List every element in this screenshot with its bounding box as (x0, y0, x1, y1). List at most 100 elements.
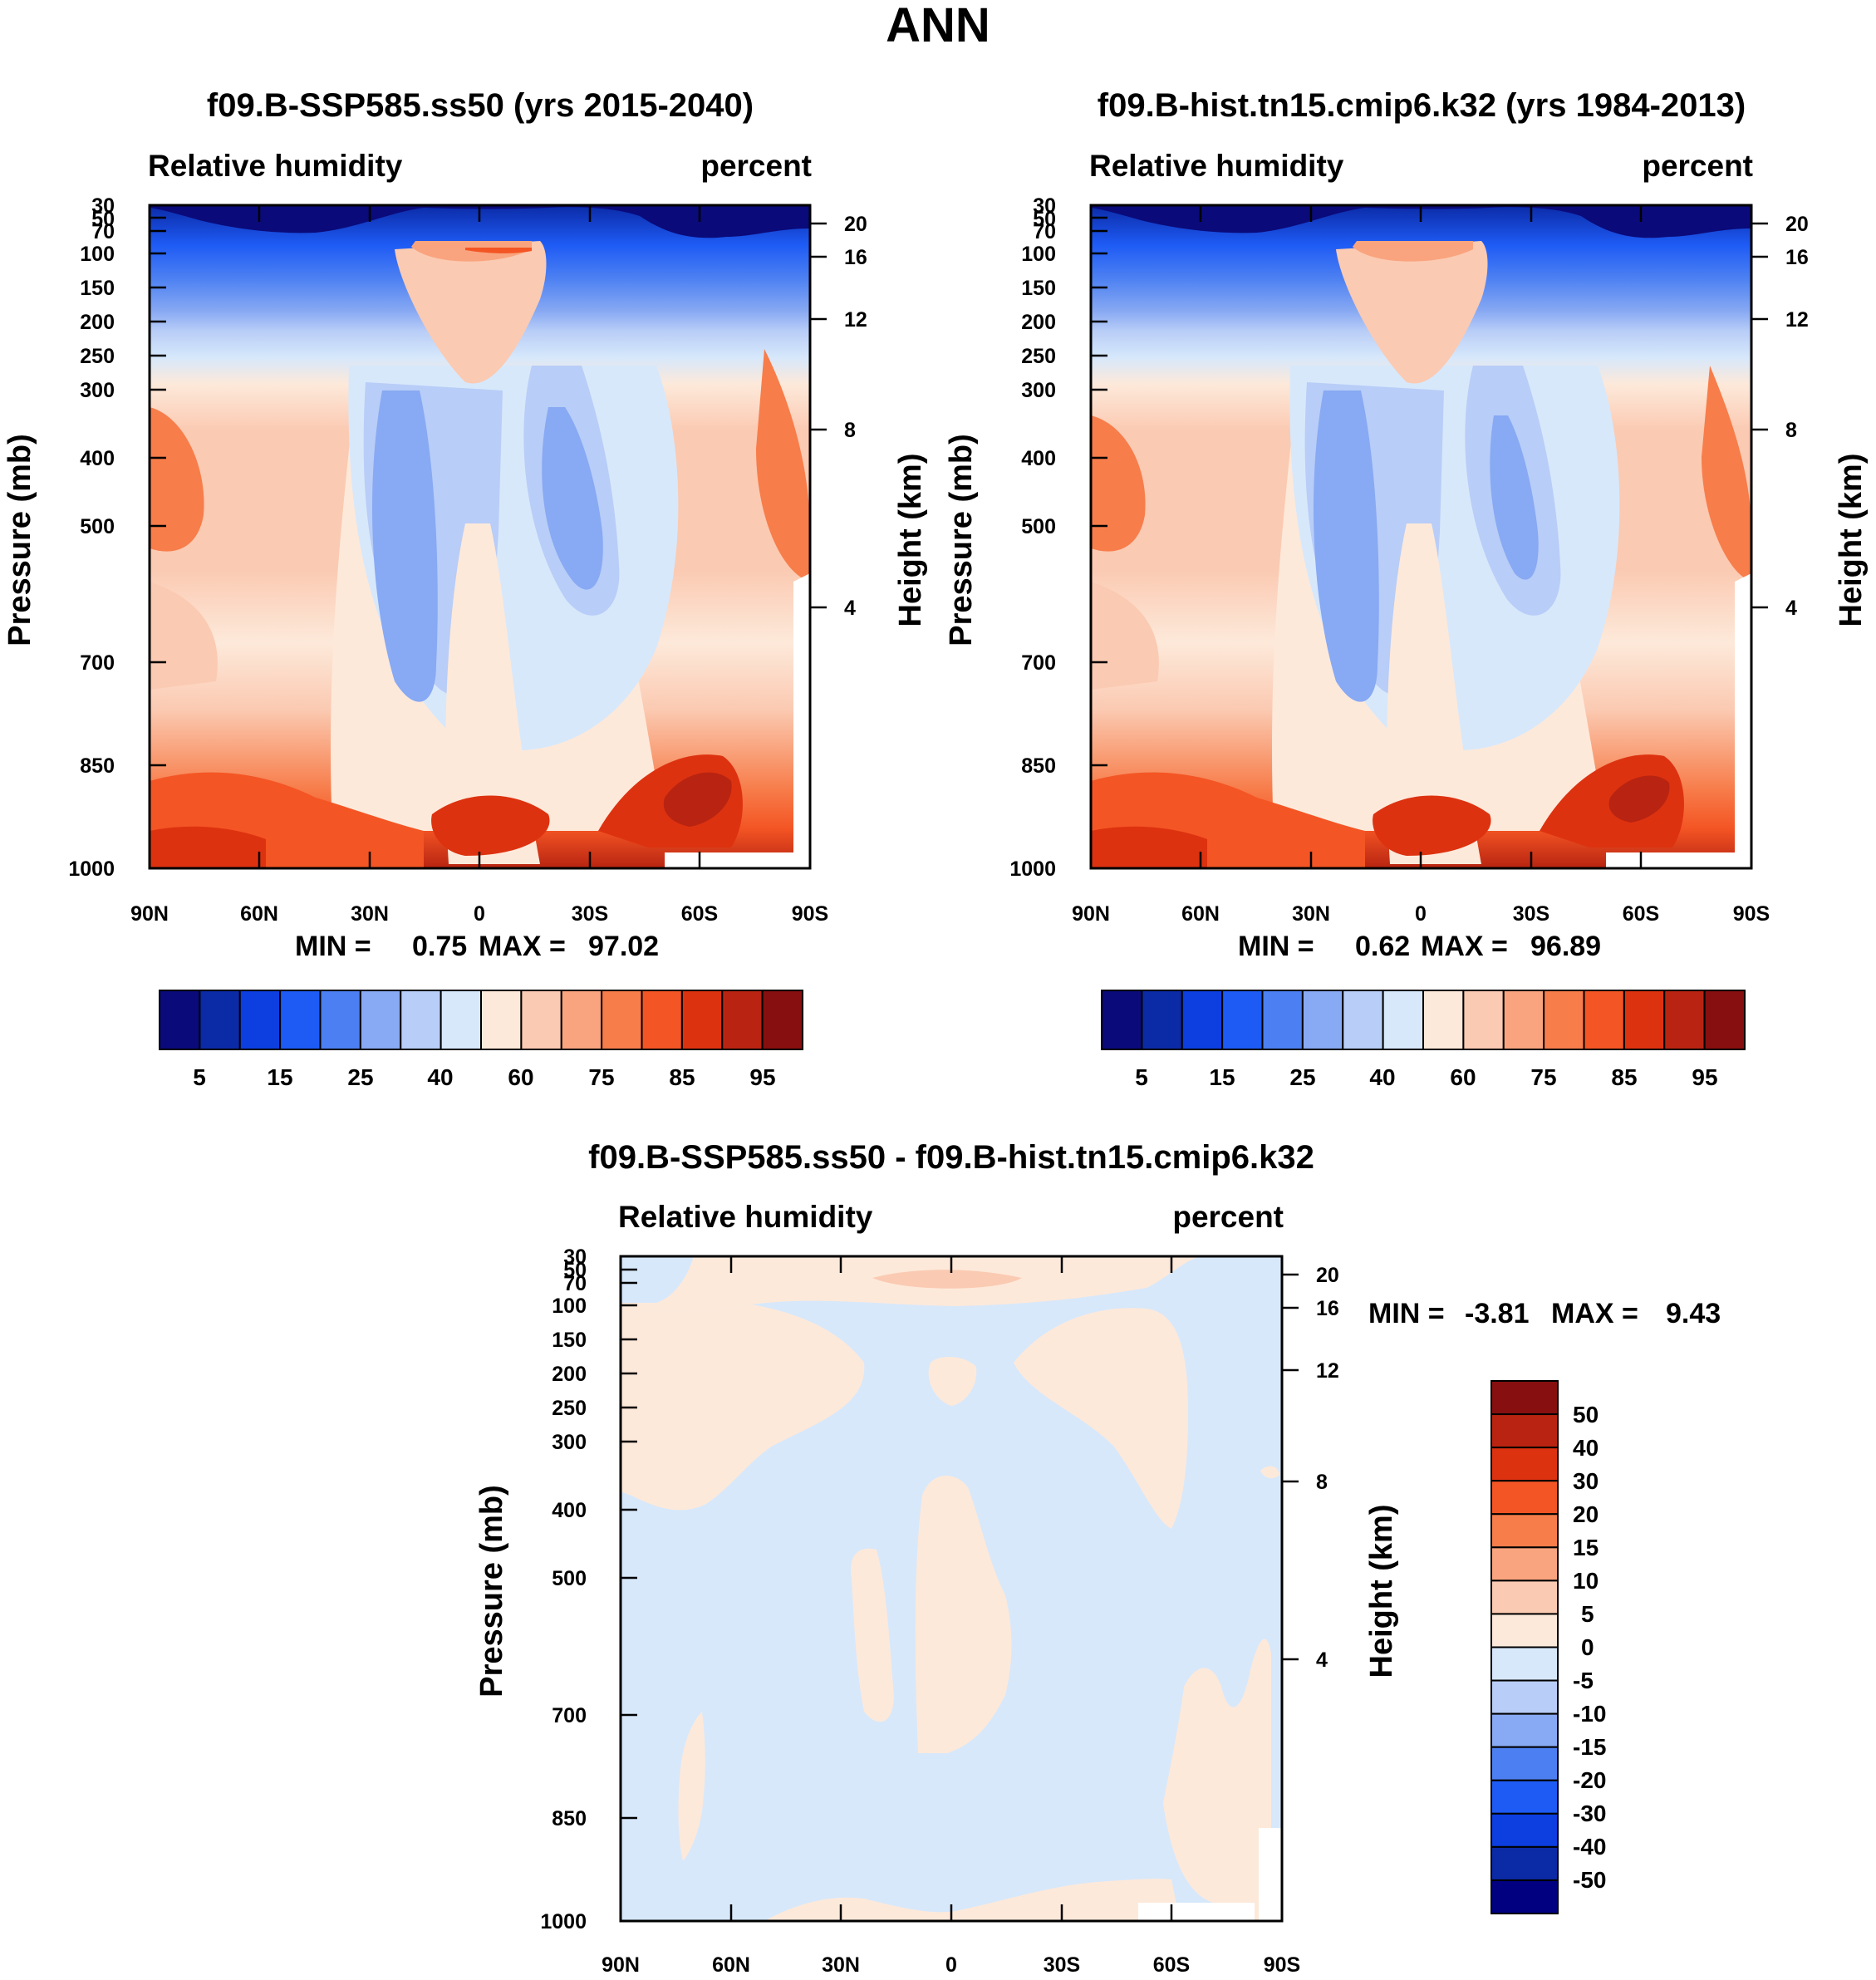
y-tick-labels: 30 50 70 100 150 200 250 300 400 500 700… (68, 194, 115, 881)
colorbar-label: -15 (1573, 1734, 1606, 1760)
colorbar-swatch (238, 990, 282, 1050)
colorbar-swatch (1462, 990, 1505, 1050)
colorbar-swatch (159, 990, 201, 1050)
y-axis-label: Pressure (mb) (944, 434, 979, 646)
y-tick-label: 300 (1021, 379, 1056, 402)
y-tick-label: 1000 (1009, 857, 1056, 881)
x-tick-label: 60S (1153, 1953, 1190, 1977)
height-tick-label: 12 (1316, 1359, 1339, 1383)
colorbar-swatch (761, 990, 803, 1050)
x-tick-label: 90S (1733, 902, 1770, 926)
colorbar-label: -10 (1573, 1701, 1606, 1727)
y-tick-label: 150 (1021, 277, 1056, 300)
y-tick-label: 850 (1021, 754, 1056, 778)
panel-title: f09.B-hist.tn15.cmip6.k32 (yrs 1984-2013… (1098, 87, 1746, 124)
units-label: percent (700, 149, 812, 183)
height-tick-label: 4 (844, 597, 856, 620)
y-tick-label: 1000 (540, 1910, 587, 1933)
height-tick-label: 8 (844, 419, 856, 442)
y-axis-label: Pressure (mb) (474, 1485, 509, 1697)
contour-field (150, 205, 810, 868)
y-tick-label: 100 (552, 1295, 587, 1318)
y-tick-label: 100 (1021, 243, 1056, 266)
max-value: 9.43 (1666, 1298, 1721, 1329)
contour-field (621, 1256, 1282, 1921)
min-value: 0.62 (1355, 931, 1410, 962)
colorbar-swatch (1221, 990, 1264, 1050)
colorbar-label: 30 (1573, 1468, 1599, 1494)
y-tick-label: 70 (563, 1272, 587, 1295)
colorbar-swatch (1422, 990, 1465, 1050)
colorbar-swatch (440, 990, 482, 1050)
colorbar-label: 60 (508, 1064, 533, 1090)
y-tick-label: 30 (91, 194, 115, 218)
y-tick-label: 500 (552, 1567, 587, 1590)
height-tick-label: 4 (1785, 597, 1797, 620)
colorbar-label: 15 (267, 1064, 292, 1090)
x-tick-label: 30S (1044, 1953, 1080, 1977)
min-label: MIN = (295, 931, 371, 962)
colorbar-label: 20 (1573, 1501, 1599, 1527)
y-axis-ticks (621, 1255, 637, 1923)
colorbar-swatch (1490, 1380, 1559, 1416)
colorbar-swatch (721, 990, 764, 1050)
min-label: MIN = (1238, 931, 1314, 962)
panel-difference: f09.B-SSP585.ss50 - f09.B-hist.tn15.cmip… (474, 1139, 1721, 1977)
y-tick-label: 50 (563, 1259, 587, 1282)
x-tick-label: 90S (1264, 1953, 1300, 1977)
y-tick-label: 500 (1021, 515, 1056, 538)
colorbar-label: 40 (1369, 1064, 1395, 1090)
colorbar-label: 85 (669, 1064, 695, 1090)
x-tick-label: 60S (1623, 902, 1659, 926)
y-tick-label: 300 (552, 1431, 587, 1454)
height-ticks (1282, 1273, 1299, 1661)
colorbar-labels: 5 15 25 40 60 75 85 95 (1135, 1064, 1717, 1090)
min-value: 0.75 (412, 931, 467, 962)
colorbar-swatch (641, 990, 683, 1050)
colorbar-label: 95 (749, 1064, 775, 1090)
colorbar-swatch (1490, 1447, 1559, 1482)
colorbar-swatch (1301, 990, 1344, 1050)
x-tick-label: 30N (822, 1953, 860, 1977)
colorbar-label: 25 (347, 1064, 373, 1090)
colorbar-label: 75 (588, 1064, 614, 1090)
y-tick-label: 30 (1033, 194, 1056, 218)
colorbar-swatch (560, 990, 603, 1050)
y-tick-label: 50 (91, 208, 115, 231)
colorbar-label: 25 (1289, 1064, 1315, 1090)
variable-label: Relative humidity (148, 149, 403, 183)
y-tick-label: 700 (80, 651, 115, 675)
colorbar-label: 0 (1581, 1634, 1594, 1660)
y-tick-label: 300 (80, 379, 115, 402)
colorbar-swatch (1490, 1613, 1559, 1648)
height-tick-labels: 20 16 12 8 4 (1316, 1264, 1339, 1672)
x-tick-label: 60N (240, 902, 278, 926)
colorbar-swatch (1490, 1845, 1559, 1881)
y-tick-label: 70 (91, 220, 115, 243)
units-label: percent (1172, 1200, 1284, 1234)
colorbar-swatch (1490, 1712, 1559, 1748)
y-tick-label: 100 (80, 243, 115, 266)
height-tick-label: 20 (1785, 213, 1809, 236)
colorbar-swatch (1490, 1812, 1559, 1848)
x-axis-ticks (148, 205, 812, 868)
y-tick-label: 1000 (68, 857, 115, 881)
height-tick-label: 8 (1316, 1471, 1328, 1494)
colorbar-label: -30 (1573, 1801, 1606, 1826)
panel-title: f09.B-SSP585.ss50 - f09.B-hist.tn15.cmip… (588, 1139, 1314, 1176)
y-tick-label: 200 (1021, 311, 1056, 334)
colorbar-label: -50 (1573, 1867, 1606, 1893)
y-tick-label: 30 (563, 1245, 587, 1269)
colorbar-swatch (1490, 1513, 1559, 1549)
x-axis-ticks (1089, 205, 1753, 868)
variable-label: Relative humidity (618, 1200, 873, 1234)
height-tick-label: 16 (1316, 1297, 1339, 1320)
y-tick-label: 250 (552, 1397, 587, 1420)
y-axis-ticks (1091, 204, 1107, 870)
y-tick-labels: 30 50 70 100 150 200 250 300 400 500 700… (540, 1245, 587, 1933)
colorbar-label: 15 (1209, 1064, 1235, 1090)
height-ticks (810, 222, 827, 609)
height-ticks (1751, 222, 1768, 609)
max-value: 96.89 (1530, 931, 1601, 962)
colorbar-swatch (601, 990, 643, 1050)
